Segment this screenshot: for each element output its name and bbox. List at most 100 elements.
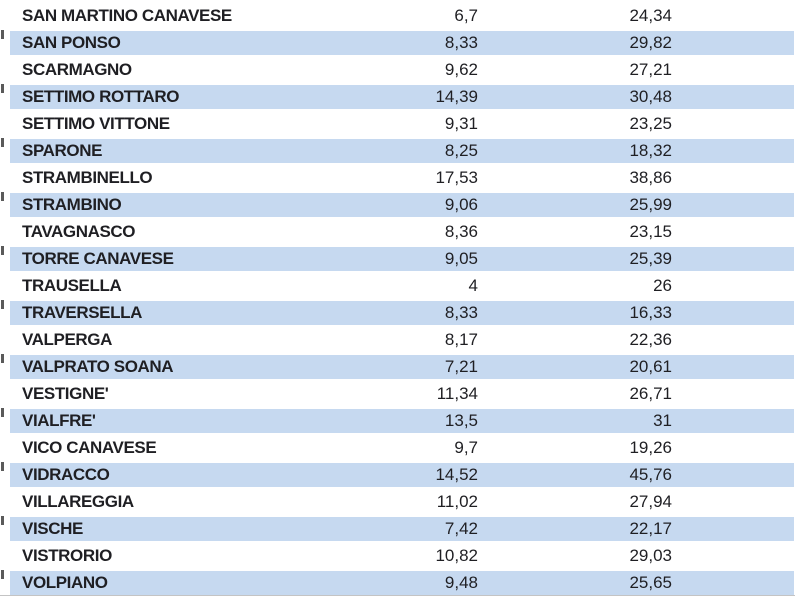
left-border-tick	[1, 300, 4, 309]
value1-cell: 9,62	[444, 60, 478, 79]
value2-cell: 38,86	[629, 168, 672, 187]
value1-cell: 9,06	[444, 195, 478, 214]
table-row: VALPRATO SOANA 7,21 20,61	[1, 354, 794, 379]
row-spacer	[672, 382, 794, 406]
value1-cell: 7,21	[444, 357, 478, 376]
value2-cell: 45,76	[629, 465, 672, 484]
row-spacer	[672, 247, 794, 271]
table-row: SETTIMO VITTONE 9,31 23,25	[10, 112, 794, 136]
municipality-name-cell: TRAVERSELLA	[22, 303, 142, 322]
value2-cell: 18,32	[629, 141, 672, 160]
value2-cell: 27,94	[629, 492, 672, 511]
value1-cell: 11,02	[436, 492, 478, 511]
table-row: SAN MARTINO CANAVESE 6,7 24,34	[10, 4, 794, 28]
row-spacer	[672, 328, 794, 352]
municipality-name-cell: VOLPIANO	[22, 573, 108, 592]
table-row: TORRE CANAVESE 9,05 25,39	[1, 246, 794, 271]
table-row: TRAUSELLA 4 26	[10, 274, 794, 298]
value2-cell: 23,15	[629, 222, 672, 241]
table-row: TRAVERSELLA 8,33 16,33	[1, 300, 794, 325]
value2-cell: 29,03	[629, 546, 672, 565]
value1-cell: 8,36	[444, 222, 478, 241]
table-row: SAN PONSO 8,33 29,82	[1, 30, 794, 55]
municipality-name-cell: SAN PONSO	[22, 33, 121, 52]
row-spacer	[672, 193, 794, 217]
value1-cell: 9,48	[444, 573, 478, 592]
municipality-name-cell: TAVAGNASCO	[22, 222, 136, 241]
value2-cell: 20,61	[629, 357, 672, 376]
value1-cell: 7,42	[444, 519, 478, 538]
row-spacer	[672, 463, 794, 487]
municipality-name-cell: VILLAREGGIA	[22, 492, 134, 511]
value2-cell: 29,82	[629, 33, 672, 52]
row-spacer	[672, 355, 794, 379]
table-row: TAVAGNASCO 8,36 23,15	[10, 220, 794, 244]
municipality-name-cell: SPARONE	[22, 141, 103, 160]
value1-cell: 11,34	[436, 384, 478, 403]
value2-cell: 19,26	[629, 438, 672, 457]
municipality-name-cell: VISCHE	[22, 519, 83, 538]
value2-cell: 26,71	[629, 384, 672, 403]
municipality-name-cell: TRAUSELLA	[22, 276, 122, 295]
table-row: VICO CANAVESE 9,7 19,26	[10, 436, 794, 460]
value1-cell: 14,39	[435, 87, 478, 106]
value2-cell: 25,65	[629, 573, 672, 592]
table-row: VISCHE 7,42 22,17	[1, 516, 794, 541]
table-row: VESTIGNE' 11,34 26,71	[10, 382, 794, 406]
municipality-name-cell: SAN MARTINO CANAVESE	[22, 6, 232, 25]
value1-cell: 8,33	[444, 303, 478, 322]
table-row: SPARONE 8,25 18,32	[1, 138, 794, 163]
table-row: VILLAREGGIA 11,02 27,94	[10, 490, 794, 514]
municipality-name-cell: VISTRORIO	[22, 546, 112, 565]
value2-cell: 25,99	[629, 195, 672, 214]
value2-cell: 16,33	[629, 303, 672, 322]
value1-cell: 17,53	[435, 168, 478, 187]
left-border-tick	[1, 354, 4, 363]
left-border-tick	[1, 570, 4, 579]
left-border-tick	[1, 246, 4, 255]
value1-cell: 13,5	[444, 411, 478, 430]
row-spacer	[672, 544, 794, 568]
row-spacer	[672, 4, 794, 28]
value1-cell: 14,52	[435, 465, 478, 484]
value2-cell: 25,39	[629, 249, 672, 268]
municipality-name-cell: STRAMBINO	[22, 195, 122, 214]
row-spacer	[672, 166, 794, 190]
row-spacer	[672, 58, 794, 82]
left-border-tick	[1, 30, 4, 39]
value1-cell: 6,7	[454, 6, 478, 25]
row-spacer	[672, 436, 794, 460]
value2-cell: 27,21	[629, 60, 672, 79]
row-spacer	[672, 301, 794, 325]
value1-cell: 10,82	[435, 546, 478, 565]
left-border-tick	[1, 462, 4, 471]
value2-cell: 24,34	[629, 6, 672, 25]
value1-cell: 9,31	[444, 114, 478, 133]
value1-cell: 4	[468, 276, 478, 295]
table-row: VIDRACCO 14,52 45,76	[1, 462, 794, 487]
left-border-tick	[1, 138, 4, 147]
municipality-name-cell: VIALFRE'	[22, 411, 96, 430]
table-bottom-border	[0, 595, 795, 596]
row-spacer	[672, 571, 794, 595]
value2-cell: 26	[653, 276, 672, 295]
left-border-tick	[1, 516, 4, 525]
table-row: VALPERGA 8,17 22,36	[10, 328, 794, 352]
value1-cell: 8,17	[444, 330, 478, 349]
table-row: SCARMAGNO 9,62 27,21	[10, 58, 794, 82]
value2-cell: 30,48	[629, 87, 672, 106]
table-row: SETTIMO ROTTARO 14,39 30,48	[1, 84, 794, 109]
value2-cell: 22,36	[629, 330, 672, 349]
table-row: STRAMBINELLO 17,53 38,86	[10, 166, 794, 190]
value1-cell: 8,33	[444, 33, 478, 52]
row-spacer	[672, 112, 794, 136]
table-row: VISTRORIO 10,82 29,03	[10, 544, 794, 568]
municipality-name-cell: SETTIMO VITTONE	[22, 114, 170, 133]
left-border-tick	[1, 408, 4, 417]
value1-cell: 8,25	[444, 141, 478, 160]
row-spacer	[672, 490, 794, 514]
value2-cell: 22,17	[629, 519, 672, 538]
row-spacer	[672, 220, 794, 244]
row-spacer	[672, 274, 794, 298]
row-spacer	[672, 139, 794, 163]
